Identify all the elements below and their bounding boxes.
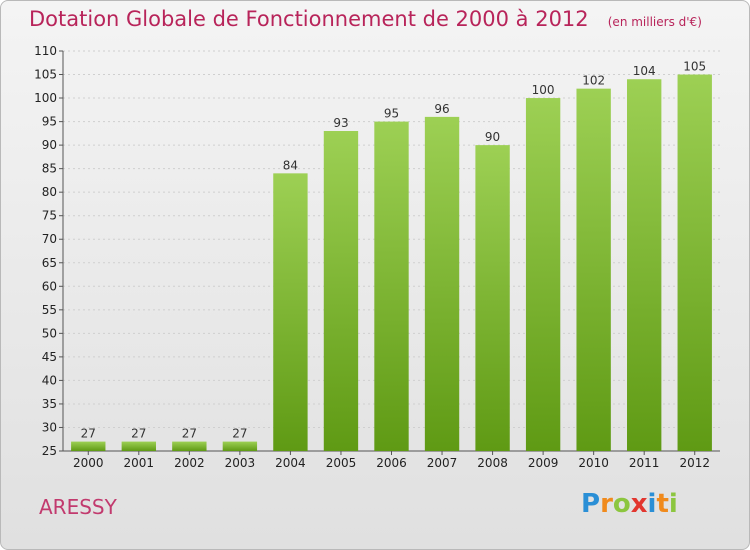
data-label: 84 — [283, 158, 298, 172]
data-label: 93 — [333, 116, 348, 130]
x-tick-labels: 2000 2001 2002 2003 2004 2005 2006 2007 2008 2009… — [73, 456, 710, 470]
logo-letter: r — [600, 489, 613, 519]
y-tick-label: 70 — [42, 232, 57, 246]
bar — [576, 88, 611, 451]
y-tick-label: 60 — [42, 279, 57, 293]
y-tick-label: 35 — [42, 397, 57, 411]
y-tick-label: 85 — [42, 162, 57, 176]
bar — [525, 98, 561, 451]
logo-letter: o — [612, 489, 631, 519]
bar — [677, 74, 712, 451]
y-tick-label: 110 — [34, 44, 57, 58]
y-tick-label: 40 — [42, 373, 57, 387]
x-tick-label: 2010 — [578, 456, 609, 470]
bar — [121, 441, 156, 451]
x-tick-label: 2007 — [427, 456, 458, 470]
x-tick-label: 2012 — [679, 456, 710, 470]
y-tick-label: 80 — [42, 185, 57, 199]
logo-letter: t — [656, 489, 669, 519]
bars — [71, 74, 712, 452]
y-tick-label: 105 — [34, 68, 57, 82]
y-tick-label: 50 — [42, 326, 57, 340]
chart-title: Dotation Globale de Fonctionnement de 20… — [29, 7, 589, 31]
data-label: 100 — [532, 83, 555, 97]
data-label: 95 — [384, 107, 399, 121]
y-tick-label: 45 — [42, 350, 57, 364]
bar — [424, 116, 460, 451]
bar — [172, 441, 207, 451]
proxiti-logo: Proxiti — [581, 489, 678, 519]
x-tick-label: 2000 — [73, 456, 104, 470]
bar — [627, 79, 662, 451]
x-tick-label: 2011 — [629, 456, 660, 470]
bar — [475, 145, 510, 451]
logo-letter: P — [581, 489, 601, 519]
y-tick-label: 25 — [42, 444, 57, 458]
x-tick-label: 2004 — [275, 456, 306, 470]
bar — [374, 121, 409, 452]
bar — [222, 441, 258, 451]
x-tick-label: 2002 — [174, 456, 205, 470]
bar — [71, 441, 106, 451]
bar — [323, 131, 359, 451]
y-tick-label: 75 — [42, 209, 57, 223]
y-tick-label: 30 — [42, 420, 57, 434]
x-tick-label: 2001 — [124, 456, 155, 470]
commune-name: ARESSY — [39, 495, 117, 519]
x-tick-label: 2006 — [376, 456, 407, 470]
data-label: 90 — [485, 130, 500, 144]
data-label: 27 — [232, 427, 247, 441]
data-label: 104 — [633, 64, 656, 78]
bar — [273, 173, 308, 451]
x-tick-label: 2003 — [225, 456, 256, 470]
logo-letter: x — [630, 489, 648, 519]
x-tick-label: 2009 — [528, 456, 559, 470]
chart-unit: (en milliers d'€) — [607, 15, 702, 29]
y-tick-label: 65 — [42, 256, 57, 270]
title-row: Dotation Globale de Fonctionnement de 20… — [29, 7, 702, 31]
y-tick-label: 95 — [42, 115, 57, 129]
y-tick-label: 100 — [34, 91, 57, 105]
y-tick-labels: 25 30 35 40 45 50 55 60 65 70 75 80 85 90 95 100 105 110 — [34, 44, 57, 458]
data-label: 27 — [131, 427, 146, 441]
data-label: 27 — [182, 427, 197, 441]
data-label: 102 — [582, 74, 605, 88]
data-label: 27 — [81, 427, 96, 441]
x-tick-label: 2005 — [326, 456, 357, 470]
data-label: 96 — [434, 102, 449, 116]
logo-letter: i — [668, 489, 678, 519]
data-label: 105 — [683, 60, 706, 74]
y-tick-label: 90 — [42, 138, 57, 152]
logo-letter: i — [647, 489, 657, 519]
y-tick-label: 55 — [42, 303, 57, 317]
x-tick-label: 2008 — [477, 456, 508, 470]
data-labels: 27 27 27 27 84 93 95 96 90 100 102 104 105 — [81, 60, 707, 441]
